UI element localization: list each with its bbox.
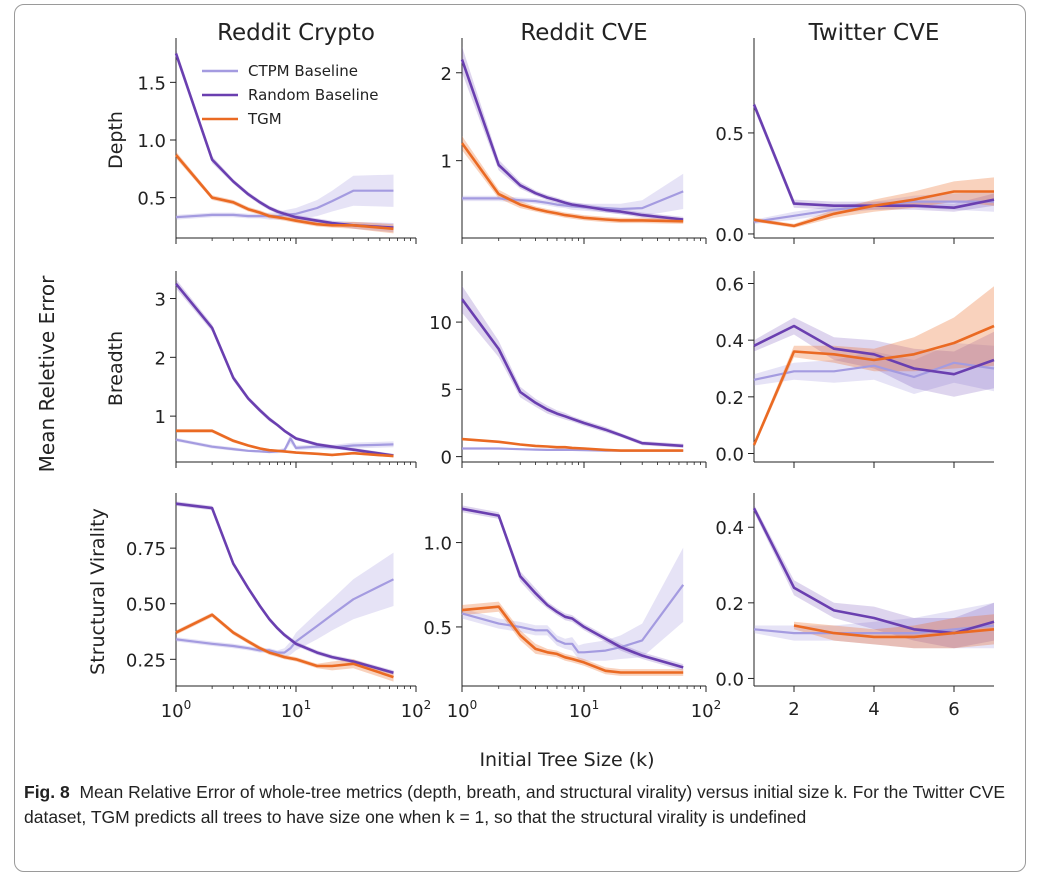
- y-tick-label: 5: [441, 380, 452, 401]
- series-line-tgm: [461, 605, 684, 674]
- y-tick-label: 0.4: [715, 518, 744, 539]
- y-tick-label: 0.2: [715, 388, 744, 409]
- x-tick-label: 101: [569, 698, 600, 722]
- figure-frame: [14, 4, 1026, 872]
- row-label-structural-virality: Structural Virality: [87, 508, 109, 675]
- x-tick-label: 101: [281, 698, 312, 722]
- series-line-tgm: [793, 624, 995, 639]
- y-tick-label: 0.0: [715, 225, 744, 246]
- caption-text: Mean Relative Error of whole-tree metric…: [24, 782, 1006, 827]
- y-tick-label: 1: [155, 407, 166, 428]
- band-tgm: [754, 177, 994, 228]
- panel-breadth-twitter-cve: 0.0 0.2 0.4 0.6: [715, 271, 995, 468]
- series-line-random-baseline: [461, 507, 684, 669]
- series-line-tgm: [461, 437, 684, 452]
- y-tick-label: 1: [441, 152, 452, 173]
- series-line-tgm: [175, 154, 394, 231]
- series-line-ctpm-baseline: [462, 190, 684, 211]
- band-tgm: [176, 612, 394, 682]
- series-line-ctpm-baseline: [461, 584, 685, 654]
- y-tick-label: 0.5: [715, 124, 744, 145]
- series-line-tgm: [175, 613, 394, 679]
- panel-depth-reddit-crypto: 0.5 1.0 1.5: [137, 38, 417, 244]
- x-tick-label: 4: [868, 699, 879, 720]
- y-tick-label: 0.0: [715, 669, 744, 690]
- panel-structural-virality-twitter-cve: 0.0 0.2 0.4 2 4 6: [715, 493, 995, 720]
- panel-depth-twitter-cve: 0.0 0.5: [715, 38, 995, 246]
- y-tick-label: 0.5: [137, 189, 166, 210]
- y-tick-label: 2: [441, 64, 452, 85]
- panel-breadth-reddit-cve: 0 5 10: [429, 271, 707, 469]
- series-line-tgm: [460, 142, 684, 223]
- series-line-ctpm-baseline: [753, 361, 995, 381]
- y-tick-label: 1.0: [423, 534, 452, 555]
- series-line-random-baseline: [753, 324, 995, 376]
- band-random-baseline: [462, 285, 684, 448]
- band-ctpm-baseline: [462, 173, 684, 216]
- band-ctpm-baseline: [754, 343, 994, 394]
- band-tgm: [754, 286, 994, 448]
- y-tick-label: 0.75: [126, 539, 166, 560]
- band-ctpm-baseline: [754, 191, 994, 224]
- band-ctpm-baseline: [176, 174, 394, 220]
- y-tick-label: 2: [155, 348, 166, 369]
- y-tick-label: 10: [429, 313, 452, 334]
- y-axis-label: Mean Reletive Error: [35, 275, 59, 472]
- series-line-random-baseline: [174, 282, 394, 457]
- x-tick-label: 100: [161, 698, 192, 722]
- band-ctpm-baseline: [462, 547, 684, 661]
- legend-label-random-baseline: Random Baseline: [248, 86, 378, 104]
- panel-structural-virality-reddit-crypto: 0.25 0.50 0.75 100 101 102: [126, 493, 431, 722]
- column-title-reddit-cve: Reddit CVE: [520, 20, 647, 46]
- series-line-ctpm-baseline: [175, 578, 394, 654]
- column-title-reddit-crypto: Reddit Crypto: [217, 20, 375, 46]
- legend-label-ctpm-baseline: CTPM Baseline: [248, 62, 358, 80]
- y-tick-label: 0: [441, 448, 452, 469]
- x-tick-label: 102: [401, 698, 432, 722]
- figure-caption: Fig. 8 Mean Relative Error of whole-tree…: [24, 780, 1014, 830]
- row-label-breadth: Breadth: [105, 331, 127, 406]
- row-label-depth: Depth: [105, 111, 127, 169]
- series-line-tgm: [176, 429, 394, 458]
- y-tick-label: 0.50: [126, 595, 166, 616]
- y-tick-label: 3: [155, 290, 166, 311]
- caption-label: Fig. 8: [24, 782, 70, 802]
- band-ctpm-baseline: [754, 602, 994, 649]
- column-title-twitter-cve: Twitter CVE: [808, 20, 940, 46]
- series-line-tgm: [753, 190, 994, 228]
- legend-label-tgm: TGM: [247, 110, 282, 128]
- series-line-ctpm-baseline: [753, 624, 995, 635]
- y-tick-label: 0.0: [715, 445, 744, 466]
- figure-chart: Reddit Crypto Reddit CVE Twitter CVE Depth B…: [35, 20, 995, 771]
- y-tick-label: 0.5: [423, 618, 452, 639]
- series-line-tgm: [752, 324, 995, 446]
- y-tick-label: 1.5: [137, 73, 166, 94]
- series-line-random-baseline: [175, 502, 394, 674]
- x-axis-label: Initial Tree Size (k): [479, 749, 654, 771]
- x-tick-label: 100: [447, 698, 478, 722]
- y-tick-label: 0.4: [715, 331, 744, 352]
- series-line-random-baseline: [460, 298, 684, 448]
- band-ctpm-baseline: [176, 552, 394, 658]
- y-tick-label: 0.2: [715, 594, 744, 615]
- x-tick-label: 6: [948, 699, 959, 720]
- panel-breadth-reddit-crypto: 1 2 3: [155, 271, 417, 468]
- y-tick-label: 0.6: [715, 275, 744, 296]
- x-tick-label: 2: [788, 699, 799, 720]
- series-line-random-baseline: [174, 53, 394, 229]
- y-tick-label: 0.25: [126, 650, 166, 671]
- band-random-baseline: [754, 504, 994, 649]
- panel-depth-reddit-cve: 12: [441, 38, 707, 244]
- x-tick-label: 102: [691, 698, 722, 722]
- panel-structural-virality-reddit-cve: 0.5 1.0 100 101 102: [423, 493, 721, 722]
- legend: CTPM Baseline Random Baseline TGM: [202, 62, 378, 128]
- panel-grid: Reddit Crypto Reddit CVE Twitter CVE Depth B…: [87, 20, 995, 722]
- band-tgm: [794, 614, 994, 649]
- y-tick-label: 1.0: [137, 131, 166, 152]
- series-line-random-baseline: [460, 59, 684, 221]
